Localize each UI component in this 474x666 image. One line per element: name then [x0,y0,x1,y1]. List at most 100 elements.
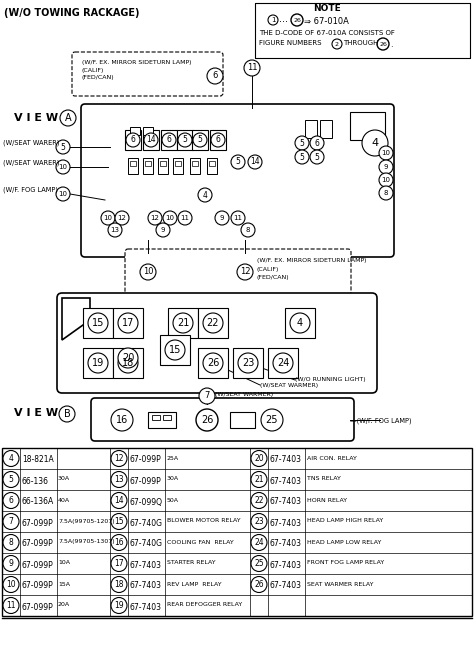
Text: 67-7403: 67-7403 [130,581,162,591]
Text: 13: 13 [110,227,119,233]
Text: 50A: 50A [167,498,179,503]
Circle shape [379,173,393,187]
Circle shape [215,211,229,225]
Text: 67-7403: 67-7403 [270,519,302,527]
Circle shape [196,409,218,431]
Bar [175,161,181,166]
Text: 22: 22 [207,318,219,328]
Circle shape [111,577,127,593]
Text: 16: 16 [114,538,124,547]
Circle shape [111,535,127,551]
Text: (W/F. EX. MIRROR SIDETURN LAMP): (W/F. EX. MIRROR SIDETURN LAMP) [257,258,366,263]
Circle shape [3,597,19,613]
Bar [2,448,472,616]
Text: 11: 11 [181,215,190,221]
Text: 17: 17 [122,318,134,328]
Polygon shape [62,298,90,340]
Text: COOLING FAN  RELAY: COOLING FAN RELAY [167,539,234,545]
Text: 23: 23 [242,358,254,368]
Text: 11: 11 [247,63,257,73]
Circle shape [111,450,127,466]
Text: 25: 25 [266,415,278,425]
Text: 2: 2 [335,41,339,47]
Text: 26: 26 [379,41,387,47]
Text: 26: 26 [254,580,264,589]
Text: 40A: 40A [58,498,70,503]
Text: 7.5A(99705-1207): 7.5A(99705-1207) [58,519,115,523]
Circle shape [193,133,207,147]
Circle shape [251,492,267,509]
Text: —(W/F. FOG LAMP): —(W/F. FOG LAMP) [350,418,411,424]
Text: 20A: 20A [58,603,70,607]
Circle shape [140,264,156,280]
Circle shape [251,555,267,571]
Text: (W/SEAT WARMER): (W/SEAT WARMER) [260,383,318,388]
Text: REAR DEFOGGER RELAY: REAR DEFOGGER RELAY [167,603,242,607]
FancyBboxPatch shape [81,104,394,257]
Circle shape [248,155,262,169]
Circle shape [56,160,70,174]
Text: 22: 22 [254,496,264,505]
Text: 5: 5 [61,143,65,151]
Circle shape [60,110,76,126]
Circle shape [290,313,310,333]
Text: 67-099P: 67-099P [130,476,162,486]
Circle shape [261,409,283,431]
Circle shape [231,211,245,225]
FancyBboxPatch shape [125,249,351,295]
Circle shape [241,223,255,237]
Text: (CALIF): (CALIF) [82,68,104,73]
Circle shape [251,450,267,466]
Circle shape [199,388,215,404]
FancyBboxPatch shape [91,398,354,441]
Circle shape [165,340,185,360]
Text: A: A [64,113,71,123]
Circle shape [251,535,267,551]
Text: 12: 12 [114,454,124,463]
Circle shape [148,211,162,225]
Text: REV LAMP  RELAY: REV LAMP RELAY [167,581,222,587]
Bar [168,308,198,338]
Circle shape [118,313,138,333]
Text: 5: 5 [9,475,13,484]
Circle shape [377,38,389,50]
Bar [83,348,113,378]
Circle shape [111,555,127,571]
Bar [130,161,136,166]
Bar [173,158,183,174]
Text: 7.5A(99705-1307): 7.5A(99705-1307) [58,539,115,545]
Circle shape [173,313,193,333]
Text: 15A: 15A [58,581,70,587]
Bar [152,415,160,420]
Text: 1: 1 [271,17,275,23]
Text: 67-099P: 67-099P [22,561,54,569]
Text: 10: 10 [382,177,391,183]
Text: 11: 11 [6,601,16,610]
Bar [143,158,153,174]
Text: BLOWER MOTOR RELAY: BLOWER MOTOR RELAY [167,519,241,523]
Bar [130,127,140,135]
Text: 67-099P: 67-099P [22,519,54,527]
Bar [285,308,315,338]
Text: (W/O RUNNING LIGHT): (W/O RUNNING LIGHT) [295,377,365,382]
Bar [209,161,215,166]
Text: 18-821A: 18-821A [22,456,54,464]
Circle shape [88,313,108,333]
Circle shape [379,146,393,160]
Text: 67-099P: 67-099P [22,603,54,611]
Text: (CALIF): (CALIF) [257,267,279,272]
Text: 25: 25 [254,559,264,568]
Text: 11: 11 [234,215,243,221]
Text: 15: 15 [92,318,104,328]
Text: 9: 9 [220,215,224,221]
Bar [305,120,317,138]
Text: 6: 6 [130,135,136,145]
Text: AIR CON. RELAY: AIR CON. RELAY [307,456,357,460]
Text: B: B [64,409,70,419]
Bar [198,348,228,378]
Text: SEAT WARMER RELAY: SEAT WARMER RELAY [307,581,374,587]
Bar [350,112,385,140]
Circle shape [162,133,176,147]
Circle shape [251,472,267,488]
Circle shape [111,472,127,488]
